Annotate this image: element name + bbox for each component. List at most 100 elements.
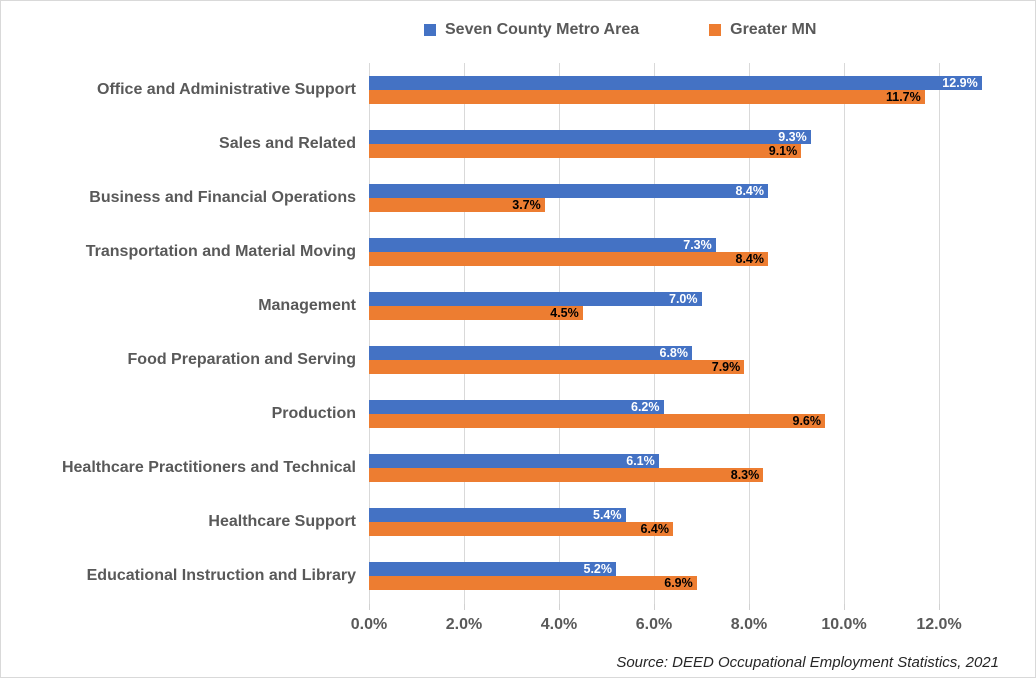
x-tick-mark: [369, 604, 370, 610]
bar-greater-mn: 6.9%: [369, 576, 697, 590]
category-label: Transportation and Material Moving: [85, 243, 356, 260]
bar-greater-mn: 9.6%: [369, 414, 825, 428]
bar-metro: 5.2%: [369, 562, 616, 576]
category-row: Sales and Related 9.3% 9.1%: [1, 117, 1035, 171]
x-tick-mark: [749, 604, 750, 610]
gridline: [654, 63, 655, 604]
data-label: 5.2%: [583, 562, 613, 576]
category-label: Production: [271, 405, 356, 422]
x-tick-mark: [654, 604, 655, 610]
category-label: Management: [258, 297, 356, 314]
data-label: 11.7%: [885, 90, 921, 104]
data-label: 8.4%: [735, 252, 765, 266]
bar-greater-mn: 6.4%: [369, 522, 673, 536]
bar-greater-mn: 8.4%: [369, 252, 768, 266]
gridline: [369, 63, 370, 604]
bar-group: 6.8% 7.9%: [369, 333, 1035, 387]
category-row: Transportation and Material Moving 7.3% 8.…: [1, 225, 1035, 279]
x-tick-label: 8.0%: [730, 616, 768, 633]
chart-legend: Seven County Metro Area Greater MN: [424, 21, 816, 39]
data-label: 6.4%: [640, 522, 670, 536]
bar-greater-mn: 9.1%: [369, 144, 802, 158]
bar-greater-mn: 4.5%: [369, 306, 583, 320]
category-row: Educational Instruction and Library 5.2% 6…: [1, 549, 1035, 603]
bar-greater-mn: 11.7%: [369, 90, 925, 104]
bar-metro: 6.8%: [369, 346, 692, 360]
data-label: 8.4%: [735, 184, 765, 198]
data-label: 6.1%: [626, 454, 655, 468]
legend-label: Seven County Metro Area: [445, 21, 640, 38]
data-label: 7.3%: [683, 238, 712, 252]
bar-metro: 7.3%: [369, 238, 716, 252]
bar-greater-mn: 8.3%: [369, 468, 764, 482]
legend-item-metro: Seven County Metro Area: [424, 21, 639, 39]
bar-metro: 7.0%: [369, 292, 702, 306]
plot-area: Office and Administrative Support 12.9% 11…: [1, 63, 1035, 603]
x-axis: 0.0% 2.0% 4.0% 6.0% 8.0% 10.0% 12.0%: [351, 604, 969, 646]
bar-group: 12.9% 11.7%: [369, 63, 1035, 117]
data-label: 7.9%: [711, 360, 741, 374]
data-label: 6.8%: [659, 346, 689, 360]
data-label: 6.9%: [664, 576, 693, 590]
bar-group: 8.4% 3.7%: [369, 171, 1035, 225]
x-tick-label: 4.0%: [540, 616, 578, 633]
gridline: [559, 63, 560, 604]
x-tick-mark: [559, 604, 560, 610]
category-row: Office and Administrative Support 12.9% 11…: [1, 63, 1035, 117]
x-tick-label: 10.0%: [821, 616, 867, 633]
bar-metro: 8.4%: [369, 184, 768, 198]
data-label: 5.4%: [593, 508, 622, 522]
x-tick-mark: [939, 604, 940, 610]
category-label: Food Preparation and Serving: [127, 351, 356, 368]
x-tick-mark: [844, 604, 845, 610]
gridlines: [369, 63, 941, 604]
bar-metro: 5.4%: [369, 508, 626, 522]
category-label: Educational Instruction and Library: [86, 567, 356, 584]
data-label: 3.7%: [512, 198, 541, 212]
bar-group: 6.1% 8.3%: [369, 441, 1035, 495]
category-row: Business and Financial Operations 8.4% 3.7…: [1, 171, 1035, 225]
bar-group: 7.3% 8.4%: [369, 225, 1035, 279]
bar-group: 6.2% 9.6%: [369, 387, 1035, 441]
category-row: Healthcare Practitioners and Technical 6.…: [1, 441, 1035, 495]
data-label: 6.2%: [631, 400, 660, 414]
data-label: 8.3%: [730, 468, 760, 482]
bar-metro: 6.1%: [369, 454, 659, 468]
legend-item-greater-mn: Greater MN: [709, 21, 816, 39]
category-label: Sales and Related: [219, 135, 356, 152]
bar-greater-mn: 3.7%: [369, 198, 545, 212]
data-label: 9.1%: [768, 144, 798, 158]
category-row: Food Preparation and Serving 6.8% 7.9%: [1, 333, 1035, 387]
bar-metro: 12.9%: [369, 76, 982, 90]
legend-swatch-icon: [709, 24, 722, 36]
gridline: [844, 63, 845, 604]
data-label: 12.9%: [942, 76, 978, 90]
bar-metro: 9.3%: [369, 130, 811, 144]
category-row: Healthcare Support 5.4% 6.4%: [1, 495, 1035, 549]
category-row: Management 7.0% 4.5%: [1, 279, 1035, 333]
category-label: Healthcare Practitioners and Technical: [61, 459, 356, 476]
bar-group: 5.2% 6.9%: [369, 549, 1035, 603]
x-tick-mark: [464, 604, 465, 610]
category-label: Office and Administrative Support: [97, 81, 356, 98]
category-label: Healthcare Support: [208, 513, 356, 530]
bar-greater-mn: 7.9%: [369, 360, 745, 374]
data-label: 7.0%: [669, 292, 698, 306]
legend-label: Greater MN: [730, 21, 817, 38]
x-tick-label: 0.0%: [350, 616, 388, 633]
data-label: 4.5%: [550, 306, 579, 320]
gridline: [939, 63, 940, 604]
legend-swatch-icon: [424, 24, 436, 36]
category-label: Business and Financial Operations: [89, 189, 356, 206]
source-note: Source: DEED Occupational Employment Sta…: [616, 654, 999, 671]
gridline: [464, 63, 465, 604]
bar-metro: 6.2%: [369, 400, 664, 414]
x-tick-label: 6.0%: [635, 616, 673, 633]
bar-group: 5.4% 6.4%: [369, 495, 1035, 549]
x-tick-label: 2.0%: [445, 616, 483, 633]
gridline: [749, 63, 750, 604]
data-label: 9.6%: [792, 414, 822, 428]
data-label: 9.3%: [778, 130, 807, 144]
bar-group: 9.3% 9.1%: [369, 117, 1035, 171]
